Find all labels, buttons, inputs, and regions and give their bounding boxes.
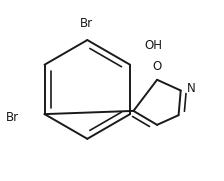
Text: O: O (153, 60, 162, 73)
Text: N: N (187, 82, 196, 95)
Text: Br: Br (80, 17, 93, 30)
Text: Br: Br (5, 111, 19, 124)
Text: OH: OH (144, 39, 162, 52)
